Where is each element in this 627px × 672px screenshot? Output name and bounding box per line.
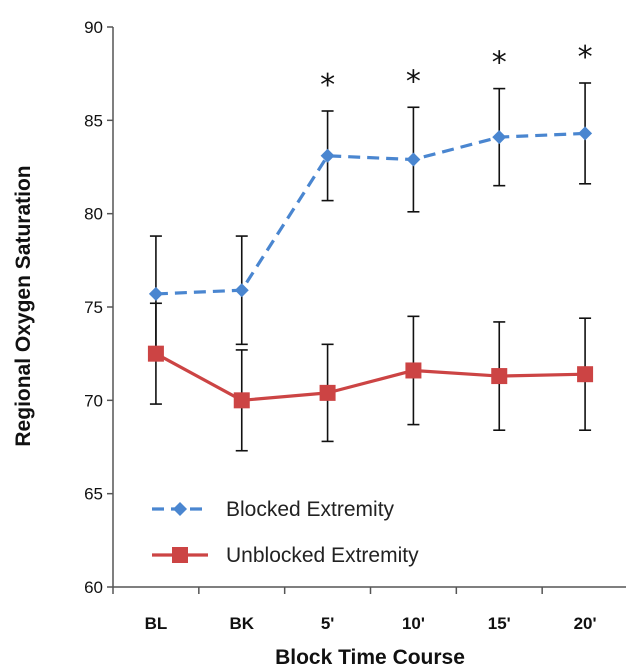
y-tick-label: 70: [84, 391, 103, 410]
x-axis-title: Block Time Course: [275, 646, 465, 669]
data-point: [491, 368, 508, 385]
data-point: [405, 362, 422, 379]
significance-marker: *: [320, 68, 335, 103]
legend-marker: [173, 502, 187, 516]
data-point: [148, 286, 163, 301]
data-point: [233, 392, 250, 409]
data-point: [147, 345, 164, 362]
legend-entry: Blocked Extremity: [152, 498, 395, 521]
annotations: * * * *: [320, 40, 592, 103]
significance-marker: *: [578, 40, 593, 75]
y-tick-label: 60: [84, 578, 103, 597]
significance-marker: *: [492, 46, 507, 81]
data-point: [319, 384, 336, 401]
y-tick-label: 75: [84, 298, 103, 317]
significance-marker: *: [406, 64, 421, 99]
x-tick-label: 15': [488, 614, 511, 633]
legend-marker: [172, 547, 188, 563]
x-axis-ticks: BL BK 5' 10' 15' 20': [112, 587, 597, 633]
data-point: [406, 152, 421, 167]
y-tick-label: 65: [84, 485, 103, 504]
legend: Blocked Extremity Unblocked Extremity: [152, 498, 419, 567]
data-point: [492, 130, 507, 145]
y-axis-ticks: 60 65 70 75 80 85 90: [84, 18, 113, 597]
y-tick-label: 90: [84, 18, 103, 37]
data-point: [577, 366, 594, 383]
series-layer: [147, 82, 594, 452]
data-point: [578, 126, 593, 141]
series-line: [155, 131, 586, 296]
series-line: [155, 352, 586, 402]
x-tick-label: BK: [229, 614, 254, 633]
x-tick-label: 10': [402, 614, 425, 633]
legend-label: Blocked Extremity: [226, 498, 395, 521]
series-2: [147, 302, 594, 452]
y-tick-label: 80: [84, 205, 103, 224]
series-1: [148, 82, 593, 353]
x-tick-label: 5': [321, 614, 335, 633]
data-point: [320, 148, 335, 163]
data-point: [234, 283, 249, 298]
legend-label: Unblocked Extremity: [226, 544, 419, 567]
y-tick-label: 85: [84, 111, 103, 130]
x-tick-label: BL: [145, 614, 168, 633]
legend-entry: Unblocked Extremity: [152, 544, 419, 567]
x-tick-label: 20': [574, 614, 597, 633]
y-axis-title: Regional Oxygen Saturation: [12, 165, 35, 446]
